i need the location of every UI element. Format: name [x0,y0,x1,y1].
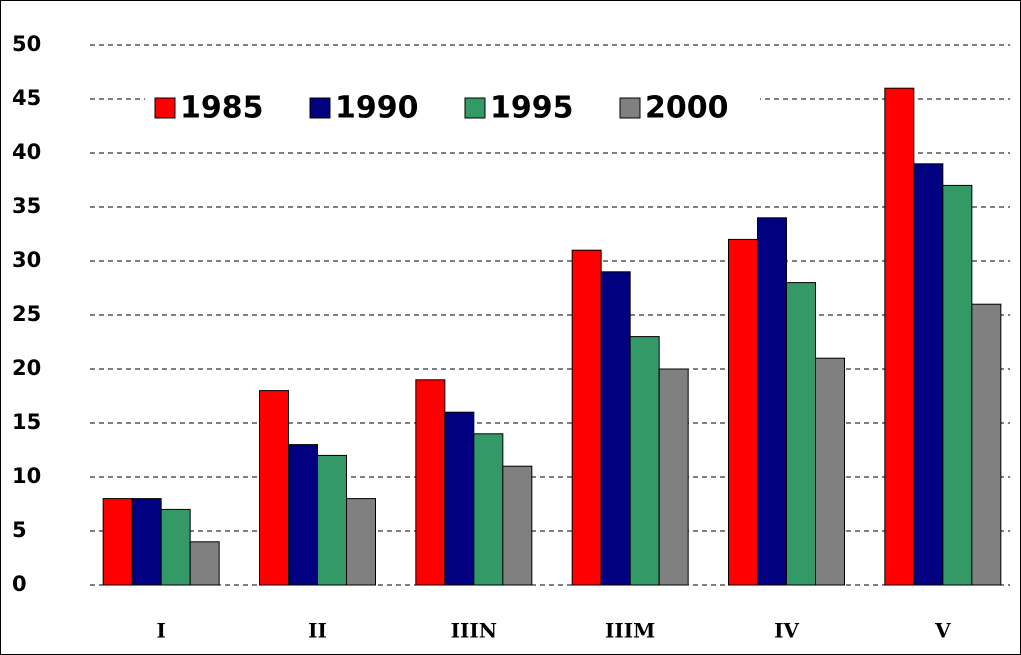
legend-background [145,82,760,134]
legend-label: 1985 [180,91,264,126]
y-tick-label: 25 [12,302,41,326]
legend-swatch [464,97,486,119]
y-tick-label: 50 [12,32,41,56]
bar [884,87,915,586]
bar [317,454,347,586]
bar [728,238,758,586]
bar [571,249,602,586]
x-tick-label: I [156,619,165,643]
y-tick-label: 20 [12,356,41,380]
y-tick-label: 5 [12,518,27,542]
legend-label: 2000 [645,91,729,126]
bar [160,508,191,586]
bar [288,444,318,586]
bar [346,498,376,586]
bar [102,498,133,586]
bar [131,498,162,586]
bar [473,433,504,586]
x-tick-label: IIIN [451,619,497,643]
bar [629,336,660,586]
bar [757,217,787,586]
x-tick-label: V [934,619,951,643]
y-tick-label: 0 [12,572,27,596]
bar [502,465,533,586]
bar [786,282,816,586]
bar [600,271,631,586]
y-tick-label: 30 [12,248,41,272]
bar [189,541,220,586]
legend-label: 1995 [490,91,574,126]
y-tick-label: 10 [12,464,41,488]
legend-label: 1990 [335,91,419,126]
bar [259,390,289,586]
y-tick-label: 35 [12,194,41,218]
bar [444,411,475,586]
legend-swatch [309,97,331,119]
bar [942,184,973,586]
bar [913,163,944,586]
bar [815,357,845,586]
y-tick-label: 40 [12,140,41,164]
legend-swatch [154,97,176,119]
x-tick-label: II [308,619,327,643]
bar [415,379,446,586]
x-tick-label: IV [774,619,799,643]
x-tick-label: IIIM [605,619,655,643]
bar [971,303,1002,586]
y-tick-label: 15 [12,410,41,434]
y-tick-label: 45 [12,86,41,110]
legend-swatch [619,97,641,119]
bar [658,368,689,586]
